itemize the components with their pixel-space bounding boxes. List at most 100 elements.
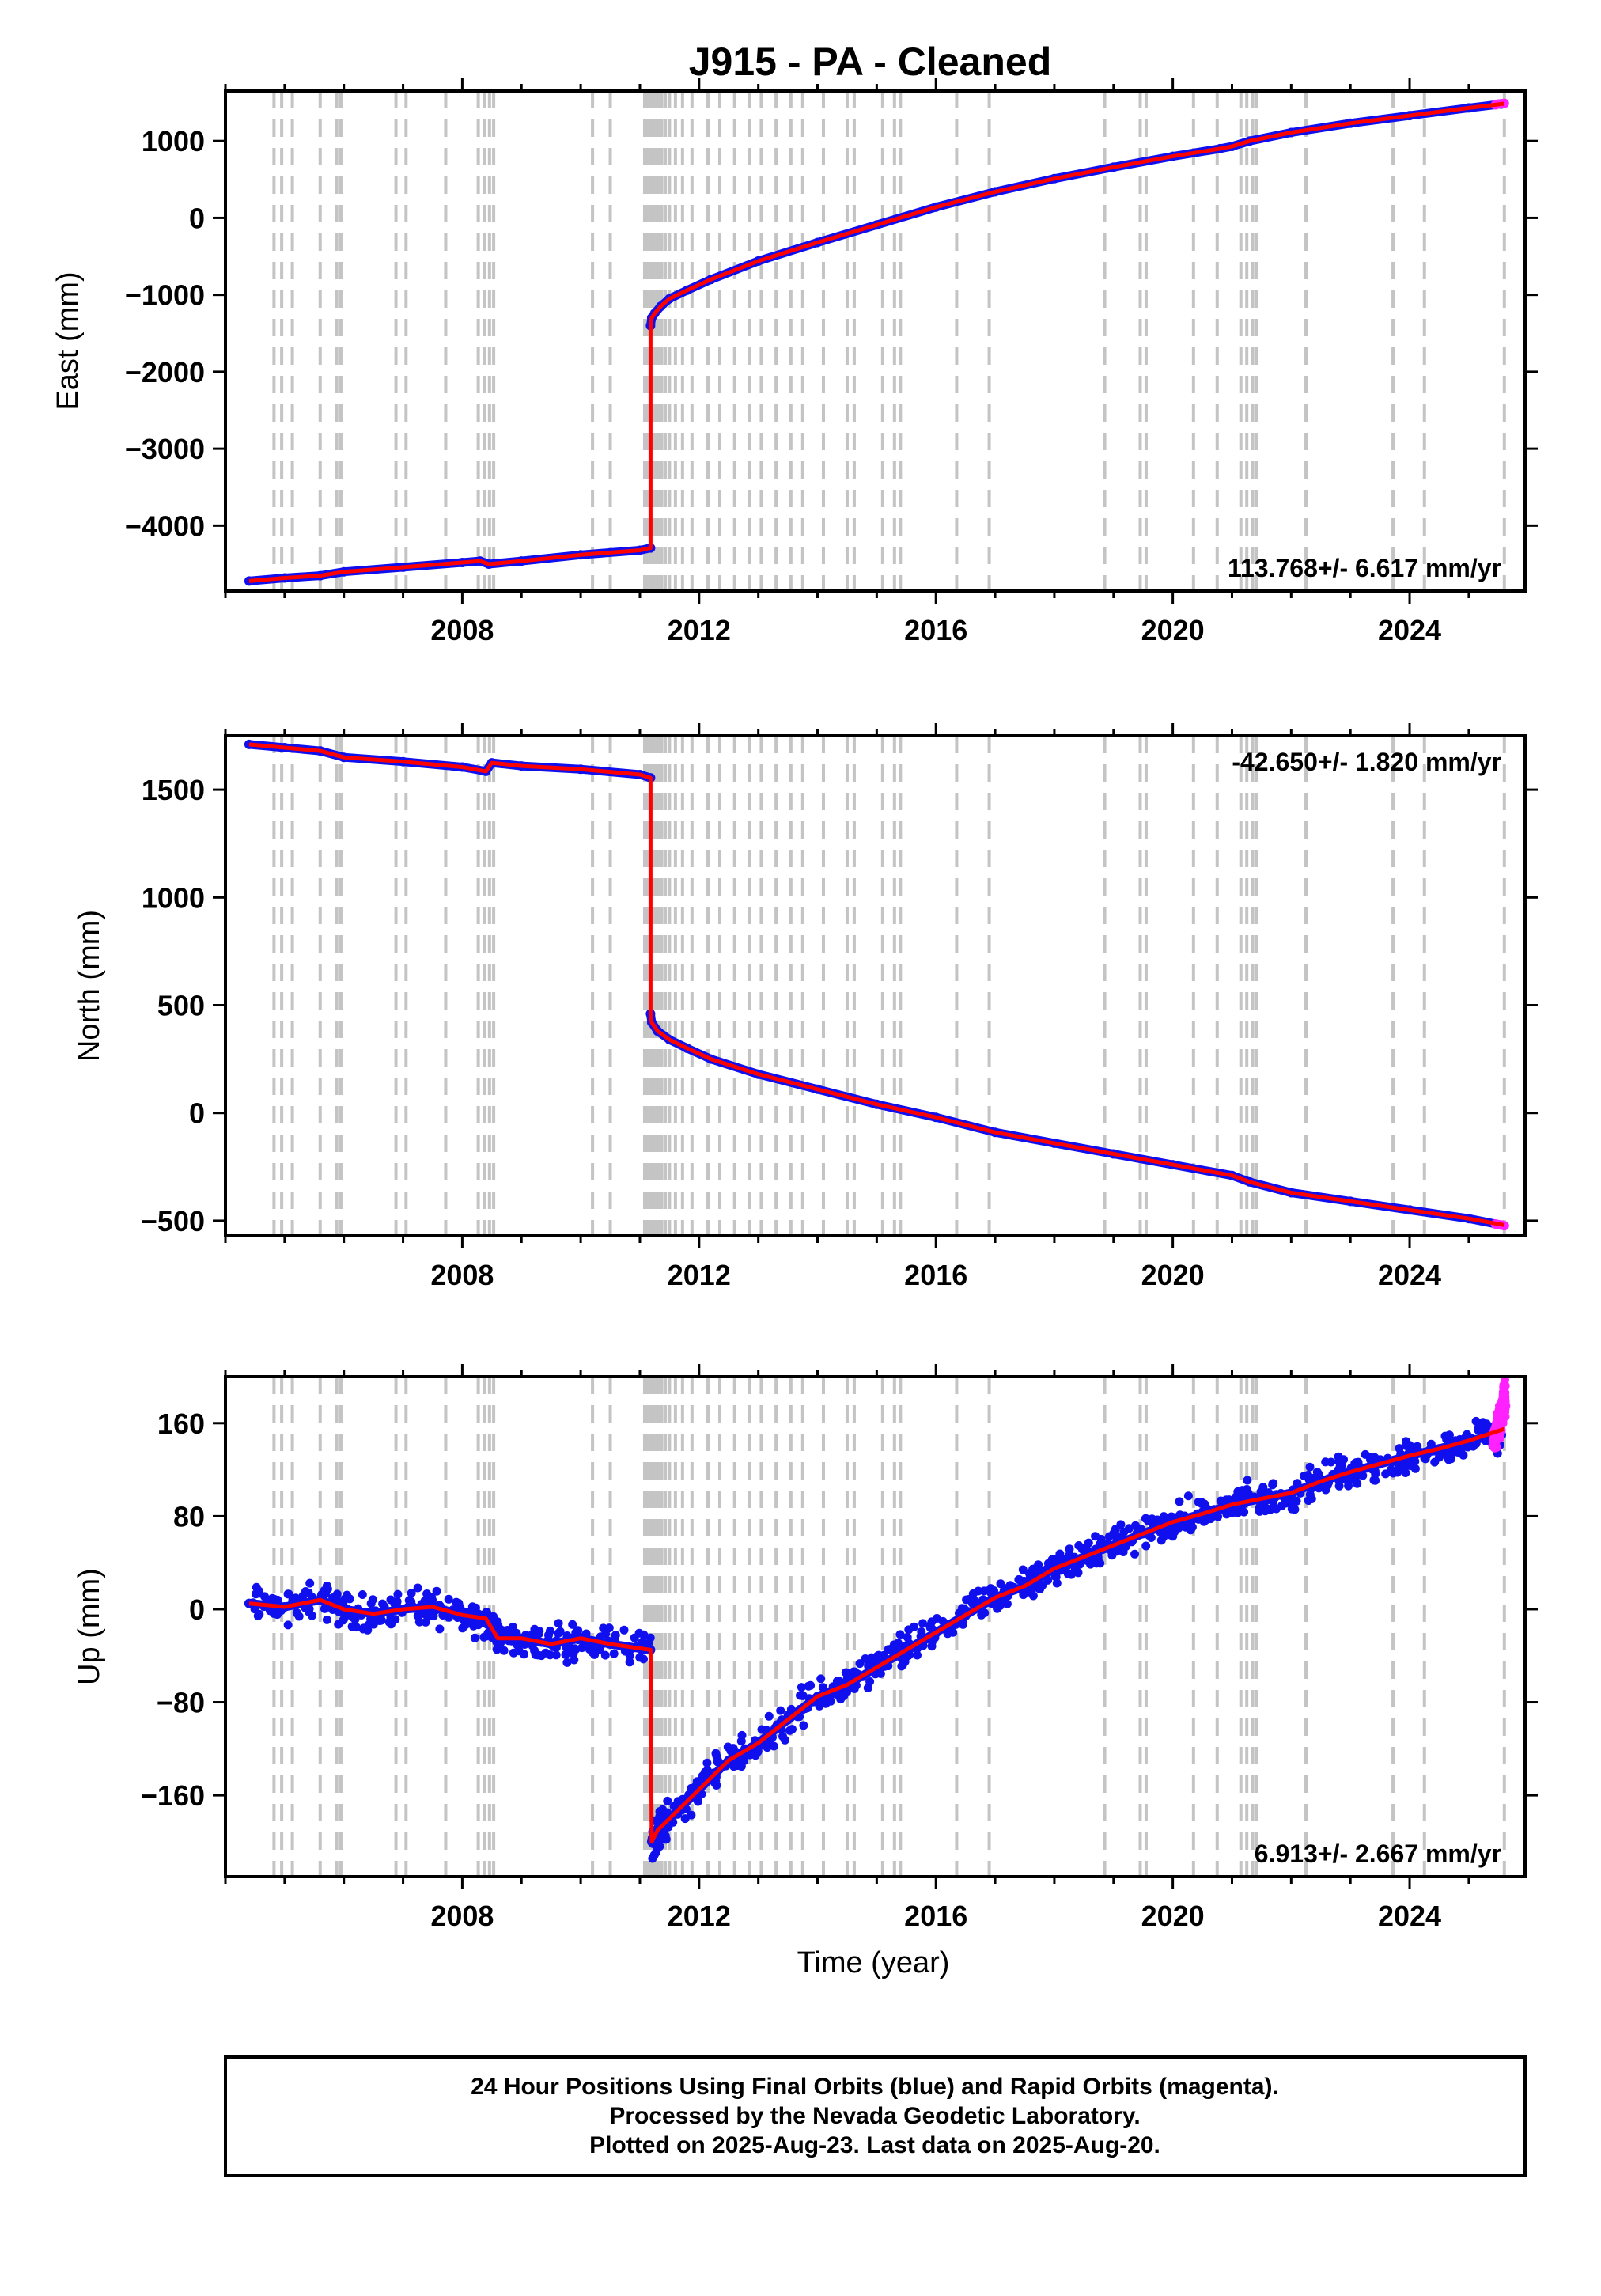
final_orbits-point [1457,1443,1467,1453]
final_orbits-point [648,1854,657,1863]
final_orbits-point [1028,1591,1038,1601]
model-line [248,101,1505,583]
plot-area [244,1377,1511,1877]
final_orbits-point [1293,1479,1302,1488]
final_orbits-point [1471,1416,1481,1426]
final_orbits-point [1335,1462,1345,1471]
final_orbits-point [797,1683,806,1692]
y-tick-label: −4000 [125,510,205,542]
final_orbits-point [432,1586,441,1596]
final_orbits-point [1381,1469,1391,1479]
final_orbits-point [995,1601,1005,1610]
x-tick-label: 2012 [668,614,731,646]
final_orbits-point [1066,1570,1076,1579]
x-tick-label: 2020 [1141,1259,1205,1291]
final_orbits-point [496,1639,505,1648]
final_orbits-point [454,1598,464,1608]
footer-line-1: 24 Hour Positions Using Final Orbits (bl… [471,2074,1279,2100]
rapid_orbits-point [1500,1389,1509,1398]
y-tick-label: −80 [157,1687,205,1719]
x-tick-label: 2024 [1378,1259,1441,1291]
y-tick-label: −3000 [125,433,205,465]
final_orbits-point [562,1658,572,1667]
final_orbits-point [1015,1575,1024,1584]
final_orbits-point [407,1589,416,1598]
x-tick-label: 2008 [430,614,494,646]
final_orbits-point [610,1635,619,1644]
final_orbits-point [968,1589,978,1598]
final_orbits-point [1130,1549,1139,1559]
final_orbits-point [879,1650,888,1660]
final_orbits-point [1065,1551,1074,1560]
final_orbits-point [1018,1565,1028,1574]
rate-label: 113.768+/- 6.617 mm/yr [1228,554,1501,582]
final_orbits-point [1413,1442,1422,1451]
final_orbits-point [363,1625,373,1635]
final_orbits-point [1268,1479,1277,1488]
final_orbits-point [764,1711,774,1721]
final_orbits-point [1459,1450,1468,1460]
final_orbits-point [798,1691,808,1700]
final_orbits-point [645,1633,655,1642]
final_orbits-point [819,1683,827,1692]
panel-frame [224,89,1527,593]
north-panel: 2008 2012 2016 2020 2024 1500 1000 500 0 −500 Nort… [73,723,1538,1291]
final_orbits-point [826,1696,835,1706]
figure-title: J915 - PA - Cleaned [689,40,1052,84]
footer-box: 24 Hour Positions Using Final Orbits (bl… [224,2055,1527,2177]
final_orbits-point [499,1646,509,1655]
final_orbits-point [444,1594,453,1604]
final_orbits-point [663,1796,672,1805]
final_orbits-point [713,1756,723,1765]
final_orbits-point [1052,1578,1062,1588]
final_orbits-point [519,1650,528,1659]
final_orbits-point [1397,1464,1406,1474]
final_orbits-point [1092,1559,1101,1568]
x-tick-label: 2008 [430,1259,494,1291]
final_orbits-point [345,1594,354,1604]
final_orbits-point [1187,1522,1197,1532]
final_orbits-point [283,1589,293,1599]
final_orbits-point [528,1641,537,1650]
final_orbits-point [1292,1496,1301,1506]
final_orbits-point [895,1630,905,1639]
final_orbits-point [619,1625,629,1635]
final_orbits-point [893,1639,903,1648]
x-tick-label: 2016 [904,1900,967,1932]
final_orbits-point [1261,1506,1270,1516]
final_orbits-point [1159,1512,1168,1521]
final_orbits-point [1119,1527,1129,1536]
final_orbits-point [554,1619,563,1628]
final_orbits-point [1371,1476,1380,1485]
up-panel: 2008 2012 2016 2020 2024 160 80 0 −80 −160 Up (mm)… [73,1364,1538,1932]
final_orbits-point [376,1616,384,1625]
final_orbits-point [413,1583,422,1593]
final_orbits-point [1321,1457,1330,1467]
final_orbits-point [322,1615,331,1624]
final_orbits-point [369,1620,378,1629]
final_orbits-point [555,1627,565,1636]
y-tick-label: 0 [189,1593,205,1626]
x-tick-label: 2020 [1141,1900,1205,1932]
final_orbits-point [978,1606,987,1616]
final_orbits-point [1242,1485,1251,1494]
model-line [248,1426,1505,1844]
final_orbits-point [404,1596,414,1605]
final_orbits-point [1395,1444,1404,1453]
y-tick-label: −160 [141,1779,205,1812]
final_orbits-point [1183,1491,1193,1501]
y-tick-label: −1000 [125,279,205,312]
y-axis-label: East (mm) [51,271,85,410]
final_orbits-band [647,1430,1506,1847]
final_orbits-point [588,1647,597,1657]
final_orbits-point [1346,1473,1356,1483]
final_orbits-point [788,1725,797,1734]
final_orbits-point [1065,1544,1074,1554]
x-tick-label: 2024 [1378,614,1441,646]
final_orbits-point [301,1603,310,1612]
final_orbits-point [910,1622,919,1631]
final_orbits-point [778,1732,787,1741]
x-tick-label: 2008 [430,1900,494,1932]
final_orbits-point [348,1612,358,1622]
